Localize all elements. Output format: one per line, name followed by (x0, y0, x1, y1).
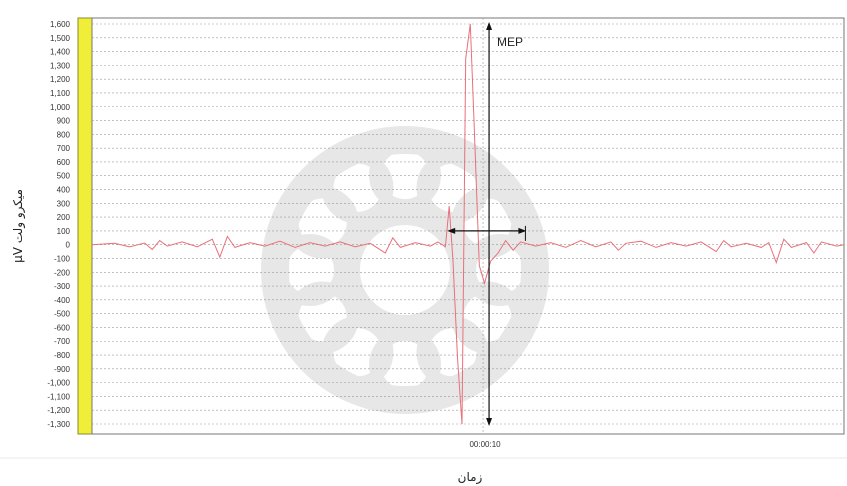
y-tick-label: 700 (57, 144, 71, 153)
arrow-head-down (486, 418, 493, 426)
y-tick-label: 1,200 (50, 75, 71, 84)
y-axis-label: μV میکرو ولت (11, 189, 26, 263)
y-tick-label: 200 (57, 213, 71, 222)
x-tick-label: 00:00:10 (469, 440, 501, 449)
y-tick-label: -200 (54, 268, 71, 277)
y-tick-label: 900 (57, 117, 71, 126)
left-yellow-band (77, 17, 93, 435)
arrow-head-left (447, 227, 456, 234)
y-tick-label: -100 (54, 254, 71, 263)
y-tick-label: -500 (54, 310, 71, 319)
x-axis-label: زمان (458, 470, 483, 485)
y-tick-label: -700 (54, 337, 71, 346)
y-tick-label: 500 (57, 172, 71, 181)
y-tick-label: -1,100 (47, 392, 70, 401)
y-tick-label: -1,000 (47, 379, 70, 388)
y-tick-label: -800 (54, 351, 71, 360)
arrow-head-up (486, 22, 493, 30)
y-tick-label: -300 (54, 282, 71, 291)
y-tick-label: 1,300 (50, 61, 71, 70)
y-tick-label: -600 (54, 323, 71, 332)
series-trace (91, 23, 845, 425)
y-tick-label: 300 (57, 199, 71, 208)
y-tick-label: 1,500 (50, 34, 71, 43)
y-axis-ticks: 1,600 1,500 1,400 1,300 1,200 1,100 1,000 900 80… (47, 20, 70, 429)
y-tick-label: 1,000 (50, 103, 71, 112)
mep-annotation-label: MEP (497, 35, 523, 49)
y-tick-label: -900 (54, 365, 71, 374)
plot-frame (91, 17, 845, 435)
y-tick-label: -1,300 (47, 420, 70, 429)
y-tick-label: 600 (57, 158, 71, 167)
grid-lines (92, 18, 844, 434)
y-tick-label: 1,600 (50, 20, 71, 29)
y-tick-label: 1,400 (50, 48, 71, 57)
y-tick-label: 1,100 (50, 89, 71, 98)
annotations: MEP (447, 22, 527, 426)
y-tick-label: -400 (54, 296, 71, 305)
x-axis-ticks: 00:00:10 (469, 440, 501, 449)
y-tick-label: -1,200 (47, 406, 70, 415)
y-tick-label: 100 (57, 227, 71, 236)
arrow-head-right (518, 227, 527, 234)
watermark-logo (261, 126, 549, 414)
y-tick-label: 0 (66, 241, 71, 250)
y-tick-label: 800 (57, 130, 71, 139)
y-tick-label: 400 (57, 186, 71, 195)
